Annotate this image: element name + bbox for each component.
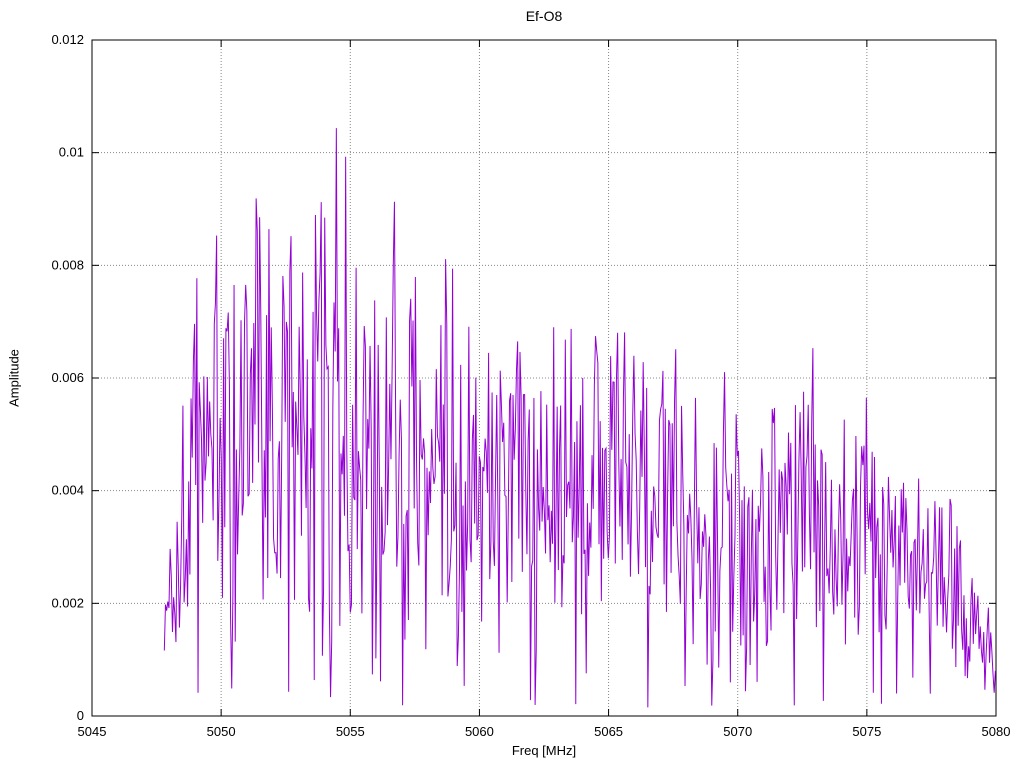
y-tick-label: 0.008	[51, 257, 84, 272]
y-tick-label: 0.012	[51, 32, 84, 47]
y-tick-label: 0	[77, 708, 84, 723]
x-tick-label: 5050	[207, 724, 236, 739]
x-tick-label: 5055	[336, 724, 365, 739]
chart-title: Ef-O8	[525, 8, 563, 24]
y-axis-label: Amplitude	[6, 349, 22, 407]
y-tick-label: 0.006	[51, 370, 84, 385]
series-line	[163, 128, 996, 708]
y-tick-label: 0.01	[59, 145, 84, 160]
x-tick-label: 5045	[78, 724, 107, 739]
y-tick-label: 0.004	[51, 483, 84, 498]
x-tick-label: 5075	[852, 724, 881, 739]
x-tick-label: 5080	[982, 724, 1011, 739]
x-tick-label: 5060	[465, 724, 494, 739]
x-tick-label: 5065	[594, 724, 623, 739]
x-axis-label: Freq [MHz]	[511, 743, 577, 758]
y-tick-label: 0.002	[51, 595, 84, 610]
x-tick-label: 5070	[723, 724, 752, 739]
